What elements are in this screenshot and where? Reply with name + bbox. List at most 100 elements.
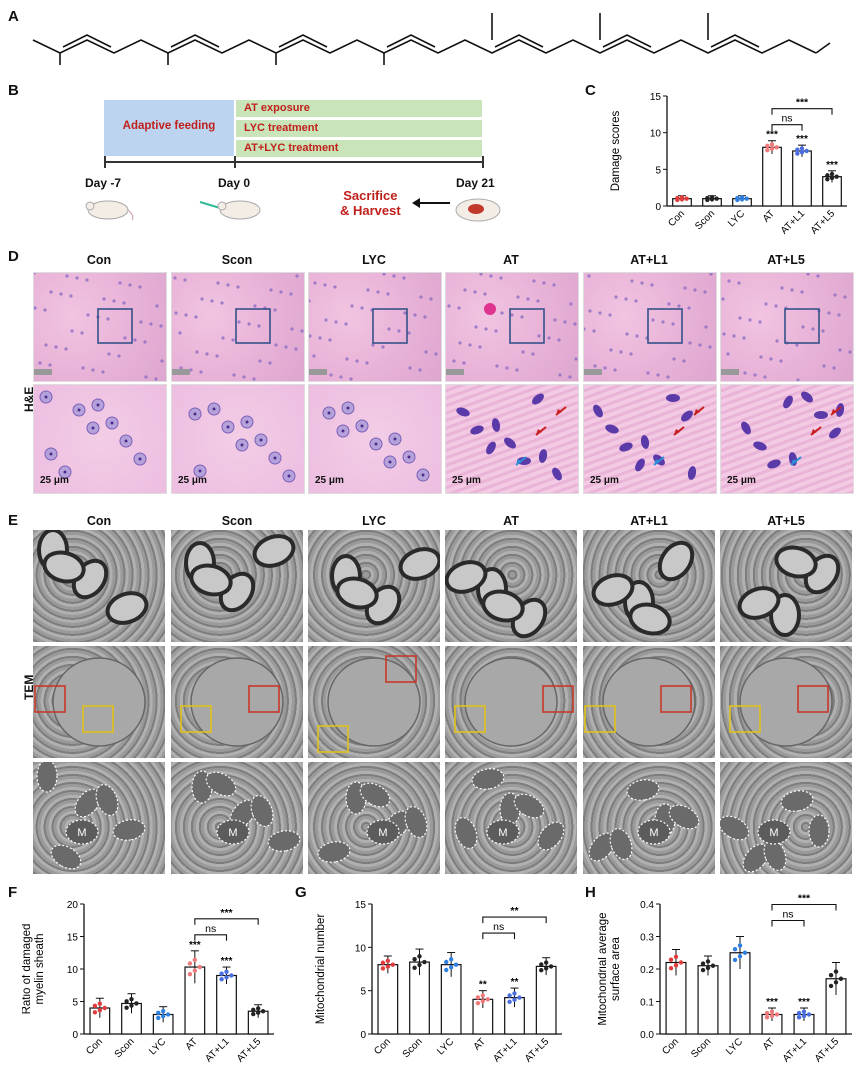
mitochondrion-label: M xyxy=(649,827,658,839)
tem-overview-scon xyxy=(171,646,303,758)
significance-star: *** xyxy=(221,956,233,967)
he-header-at: AT xyxy=(503,253,519,267)
tem-mito-con: M xyxy=(33,762,165,874)
mouse-gavage-icon xyxy=(199,200,261,220)
tem-overview-con xyxy=(33,646,165,758)
significance-star: ** xyxy=(511,977,519,988)
y-tick-label: 15 xyxy=(67,933,79,944)
data-point xyxy=(700,961,706,966)
data-point xyxy=(795,147,800,152)
bar-at-l1 xyxy=(792,150,812,207)
sacrifice-line-1: Sacrifice xyxy=(343,188,398,203)
panel-label-g: G xyxy=(295,884,307,901)
data-point xyxy=(385,958,391,964)
significance-bracket xyxy=(771,124,803,131)
significance-bracket xyxy=(771,903,837,911)
mitochondrion-label: M xyxy=(498,827,507,839)
x-tick-label: AT+L1 xyxy=(779,208,808,237)
data-point xyxy=(799,146,805,151)
bracket-label: ns xyxy=(782,909,793,921)
data-point xyxy=(765,143,770,149)
scale-bar-label: 25 μm xyxy=(315,475,344,486)
significance-star: ** xyxy=(479,980,487,991)
y-tick-label: 0.3 xyxy=(640,933,654,944)
data-point xyxy=(444,967,449,973)
data-point xyxy=(380,960,386,965)
scale-bar-label: 25 μm xyxy=(727,475,756,486)
data-point xyxy=(512,997,517,1002)
chart-c: Damage scores 0 5 10 15 Con Scon LYC *** AT *** AT+… xyxy=(610,92,847,237)
data-point xyxy=(833,969,839,974)
data-point xyxy=(668,957,674,962)
tem-overview-at-l1 xyxy=(583,646,715,758)
panel-label-c: C xyxy=(585,82,596,99)
data-point xyxy=(739,195,745,200)
data-point xyxy=(165,1012,171,1017)
he-header-lyc: LYC xyxy=(362,253,386,267)
bracket-label: *** xyxy=(220,907,233,919)
data-point xyxy=(475,995,481,1000)
x-tick-label: Scon xyxy=(689,1036,713,1060)
treatment-bar-1 xyxy=(236,100,482,117)
tem-mito-at-l1: M xyxy=(583,762,715,874)
data-point xyxy=(255,1006,261,1011)
data-point xyxy=(507,993,512,998)
he-header-at-l5: AT+L5 xyxy=(767,253,805,267)
data-point xyxy=(92,1003,98,1009)
data-point xyxy=(229,973,234,978)
bracket-label: ns xyxy=(493,921,504,933)
x-tick-label: AT xyxy=(761,1036,777,1052)
x-tick-label: AT xyxy=(184,1036,200,1052)
data-point xyxy=(517,995,522,1000)
y-tick-label: 0 xyxy=(360,1030,366,1041)
data-point xyxy=(224,969,229,974)
data-point xyxy=(769,146,775,151)
chart-g: Mitochondrial number 0 5 10 15 Con Scon LYC ** AT… xyxy=(315,900,562,1065)
data-point xyxy=(769,142,775,147)
data-point xyxy=(828,972,834,978)
dissected-mouse-icon xyxy=(455,198,501,222)
y-tick-label: 15 xyxy=(650,92,662,103)
x-tick-label: AT xyxy=(472,1036,488,1052)
tem-overview-lyc xyxy=(308,646,440,758)
data-point xyxy=(737,954,743,959)
data-point xyxy=(799,150,805,155)
data-point xyxy=(539,962,544,967)
data-point xyxy=(548,964,554,969)
panel-label-f: F xyxy=(8,884,18,901)
data-point xyxy=(219,977,224,982)
data-point xyxy=(774,145,779,150)
data-point xyxy=(795,151,800,156)
y-tick-label: 15 xyxy=(355,900,367,911)
tem-mito-at-l5: M xyxy=(720,762,852,874)
data-point xyxy=(825,173,830,178)
data-point xyxy=(714,196,719,201)
y-tick-label: 5 xyxy=(655,165,661,176)
panel-label-e: E xyxy=(8,512,19,529)
panel-label-a: A xyxy=(8,8,19,25)
tem-header-con: Con xyxy=(86,514,112,528)
data-point xyxy=(675,195,680,201)
mitochondrion-label: M xyxy=(378,827,387,839)
data-point xyxy=(796,1015,802,1020)
he-high-mag-at-l5: 25 μm xyxy=(720,384,854,494)
x-tick-label: LYC xyxy=(726,208,747,229)
data-point xyxy=(833,980,839,985)
data-point xyxy=(801,1013,807,1019)
he-high-mag-at-l1: 25 μm xyxy=(583,384,717,494)
he-low-mag-lyc xyxy=(308,272,442,382)
tem-myelin-lyc xyxy=(308,530,440,642)
data-point xyxy=(829,171,835,177)
mitochondrion-label: M xyxy=(77,827,86,839)
data-point xyxy=(543,960,549,965)
significance-star: *** xyxy=(766,130,778,141)
data-point xyxy=(679,195,685,200)
significance-bracket xyxy=(771,919,805,927)
data-point xyxy=(828,983,834,989)
data-point xyxy=(673,954,679,959)
he-high-mag-at: 25 μm xyxy=(445,384,579,494)
significance-bracket xyxy=(482,916,547,924)
tem-header-lyc: LYC xyxy=(362,514,386,528)
data-point xyxy=(804,148,809,154)
panel-label-b: B xyxy=(8,82,19,99)
